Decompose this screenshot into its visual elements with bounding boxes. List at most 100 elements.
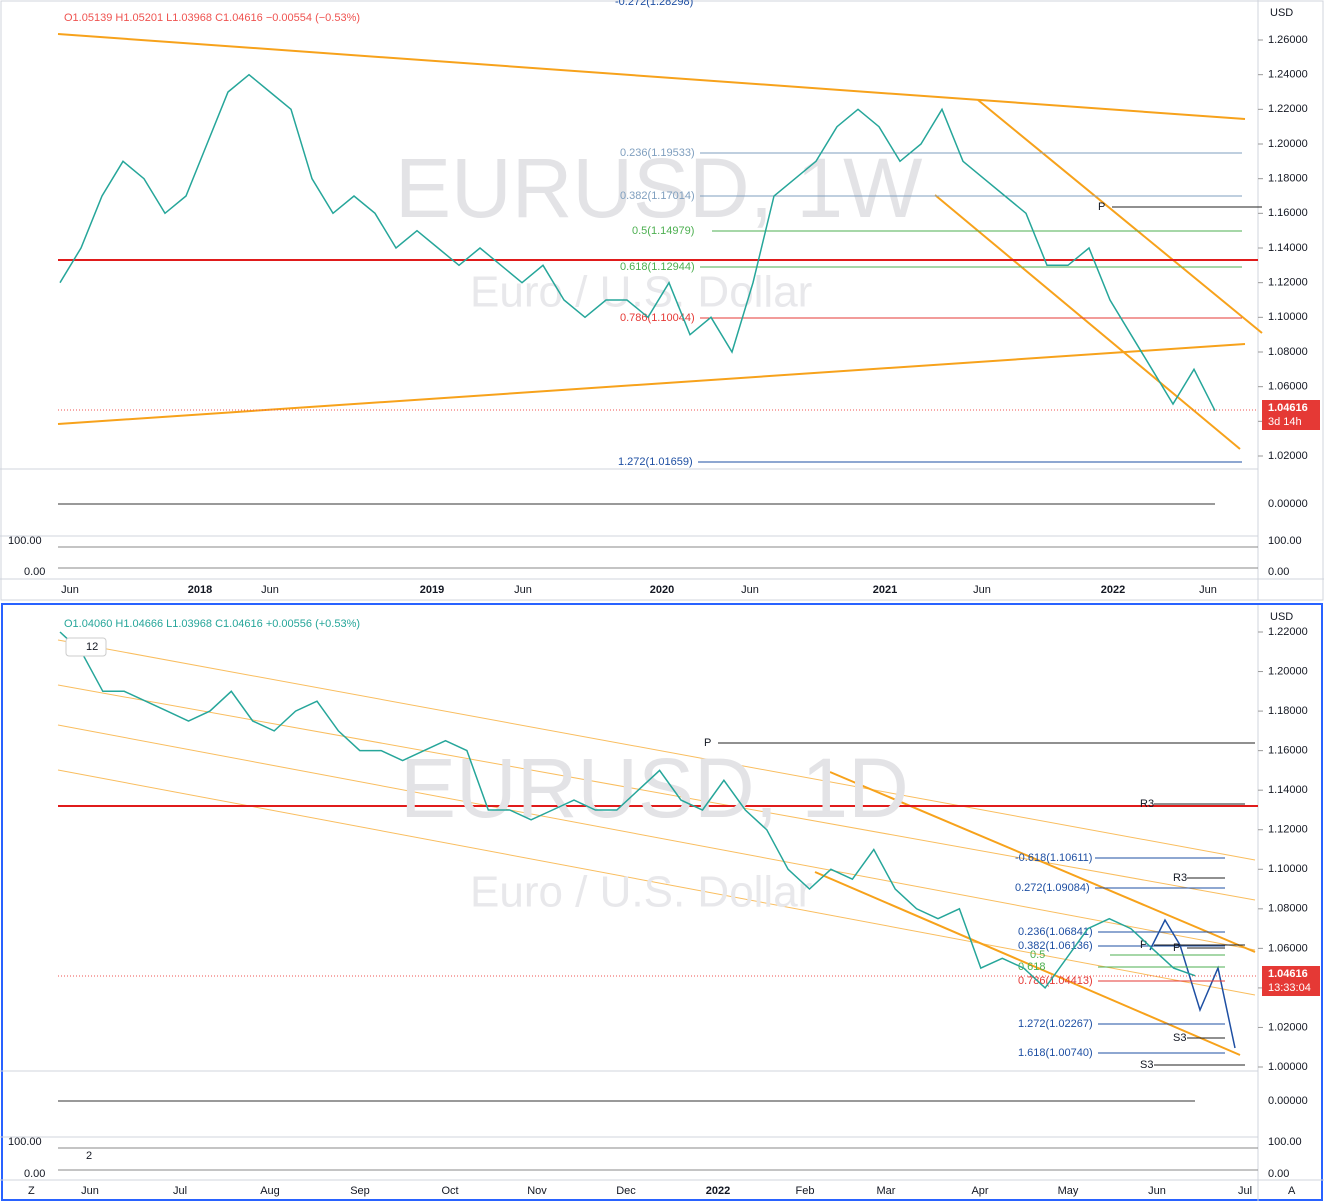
price-tick-label: 1.06000	[1268, 942, 1308, 954]
price-tick-label: 1.12000	[1268, 277, 1308, 289]
price-tick-label: 1.20000	[1268, 665, 1308, 677]
fib-label: 0.786(1.04413)	[1018, 975, 1093, 987]
ohlc-header: O1.05139 H1.05201 L1.03968 C1.04616 −0.0…	[64, 12, 360, 24]
price-tick-label: 1.14000	[1268, 784, 1308, 796]
price-tick-label: 1.16000	[1268, 745, 1308, 757]
time-label: 2022	[1101, 584, 1125, 596]
time-label: Jun	[81, 1185, 99, 1197]
interval: 12	[86, 641, 98, 653]
time-label: Jun	[1148, 1185, 1166, 1197]
countdown: 3d 14h	[1268, 416, 1302, 428]
price-tick-label: 1.08000	[1268, 346, 1308, 358]
price-tick-label: 1.22000	[1268, 626, 1308, 638]
time-label: Jul	[1238, 1185, 1252, 1197]
watermark-subtitle: Euro / U.S. Dollar	[470, 268, 812, 317]
pivot-label: S3	[1140, 1059, 1153, 1071]
ohlc-header: O1.04060 H1.04666 L1.03968 C1.04616 +0.0…	[64, 618, 360, 630]
pivot-label: P	[1098, 201, 1105, 213]
currency-selector[interactable]: USD	[1270, 7, 1293, 19]
fib-label: 0.236(1.19533)	[620, 147, 695, 159]
pivot-label: S3	[1173, 1032, 1186, 1044]
fib-label: -0.272(1.28298)	[615, 0, 693, 8]
price-tag-label: 1.04616	[1268, 402, 1308, 414]
fib-label: -0.618(1.10611)	[1015, 852, 1092, 864]
price-tick-label: 1.18000	[1268, 705, 1308, 717]
time-label: Apr	[971, 1185, 988, 1197]
currency-selector[interactable]: USD	[1270, 611, 1293, 623]
fib-label: 0.786(1.10044)	[620, 312, 695, 324]
time-label: Sep	[350, 1185, 370, 1197]
time-label: Feb	[796, 1185, 815, 1197]
pivot-label: P	[1140, 939, 1147, 951]
fib-label: 0.5(1.14979)	[632, 225, 694, 237]
time-label: Aug	[260, 1185, 280, 1197]
time-label: Oct	[441, 1185, 458, 1197]
price-tick-label: 1.20000	[1268, 138, 1308, 150]
footer-left[interactable]: Z	[28, 1185, 35, 1197]
watermark-subtitle: Euro / U.S. Dollar	[470, 868, 812, 917]
fib-label: 0.5	[1030, 949, 1045, 961]
price-tag	[1262, 966, 1320, 996]
fib-label: 1.618(1.00740)	[1018, 1047, 1093, 1059]
fib-label: 0.272(1.09084)	[1015, 882, 1090, 894]
time-label: 2021	[873, 584, 897, 596]
watermark: EURUSD, 1D	[400, 741, 909, 835]
price-tick-label: 1.10000	[1268, 863, 1308, 875]
time-label: Dec	[616, 1185, 636, 1197]
time-label: 2019	[420, 584, 444, 596]
price-tick-label: 1.18000	[1268, 173, 1308, 185]
price-tick-label: 1.10000	[1268, 311, 1308, 323]
osc-label: 0.00000	[1268, 498, 1308, 510]
price-tick-label: 1.02000	[1268, 450, 1308, 462]
trendlines	[57, 33, 1263, 1056]
pivot-label: P	[1173, 942, 1180, 954]
price-tick-label: 1.12000	[1268, 824, 1308, 836]
stoch-label-left: 100.00	[8, 535, 42, 547]
interval-box[interactable]	[65, 637, 107, 657]
footer-right[interactable]: A	[1288, 1185, 1296, 1197]
time-label: 2022	[706, 1185, 730, 1197]
price-tick-label: 1.22000	[1268, 103, 1308, 115]
time-label: 2018	[188, 584, 212, 596]
pivot-label: P	[704, 737, 711, 749]
channel-lines	[57, 639, 1256, 996]
time-label: May	[1058, 1185, 1079, 1197]
pivot-label: R3	[1140, 798, 1154, 810]
stoch-label: 0.00	[1268, 566, 1289, 578]
stoch-label-left: 0.00	[24, 1168, 45, 1180]
watermark: EURUSD, 1W	[395, 141, 922, 235]
osc-label: 0.00000	[1268, 1095, 1308, 1107]
price-line	[59, 631, 1196, 990]
price-line	[59, 73, 1216, 412]
price-tick-label: 1.26000	[1268, 34, 1308, 46]
time-label: Jun	[1199, 584, 1217, 596]
price-tick-label: 1.14000	[1268, 242, 1308, 254]
price-tick-label: 1.24000	[1268, 69, 1308, 81]
stoch-label: 100.00	[1268, 1136, 1302, 1148]
stoch-label-left: 0.00	[24, 566, 45, 578]
fib-label: 0.382(1.17014)	[620, 190, 695, 202]
price-tick-label: 1.00000	[1268, 1061, 1308, 1073]
stoch-label: 0.00	[1268, 1168, 1289, 1180]
time-label: Jun	[61, 584, 79, 596]
pivot-label: R3	[1173, 872, 1187, 884]
price-tick-label: 1.16000	[1268, 207, 1308, 219]
time-label: 2020	[650, 584, 674, 596]
countdown: 13:33:04	[1268, 982, 1311, 994]
time-label: Jun	[741, 584, 759, 596]
bottom-pane-border	[1, 603, 1323, 1201]
time-label: Nov	[527, 1185, 547, 1197]
fib-label: 0.618(1.12944)	[620, 261, 695, 273]
time-label: Mar	[877, 1185, 896, 1197]
stoch-label-left: 100.00	[8, 1136, 42, 1148]
time-label: Jun	[261, 584, 279, 596]
stoch-interval: 2	[86, 1150, 92, 1162]
price-tick-label: 1.08000	[1268, 903, 1308, 915]
price-tick-label: 1.02000	[1268, 1021, 1308, 1033]
fib-label: 0.236(1.06841)	[1018, 926, 1093, 938]
price-tag-label: 1.04616	[1268, 968, 1308, 980]
time-label: Jul	[173, 1185, 187, 1197]
stoch-label: 100.00	[1268, 535, 1302, 547]
